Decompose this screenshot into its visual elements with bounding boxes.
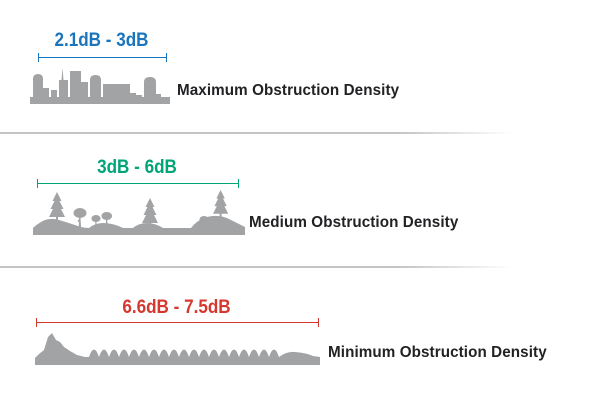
flat-terrain-icon [35,331,320,365]
divider-line-2 [0,266,512,268]
measurement-bracket-minimum [36,318,319,327]
range-label-medium: 3dB - 6dB [97,157,177,178]
range-label-minimum: 6.6dB - 7.5dB [122,297,231,318]
density-label-maximum: Maximum Obstruction Density [177,82,400,99]
trees-landscape-icon [33,190,245,235]
city-skyline-icon [30,66,170,104]
density-label-medium: Medium Obstruction Density [249,214,459,231]
measurement-bracket-medium [37,179,239,188]
density-label-minimum: Minimum Obstruction Density [328,344,547,361]
measurement-bracket-maximum [38,53,167,62]
divider-line-1 [0,132,512,134]
range-label-maximum: 2.1dB - 3dB [54,30,149,51]
